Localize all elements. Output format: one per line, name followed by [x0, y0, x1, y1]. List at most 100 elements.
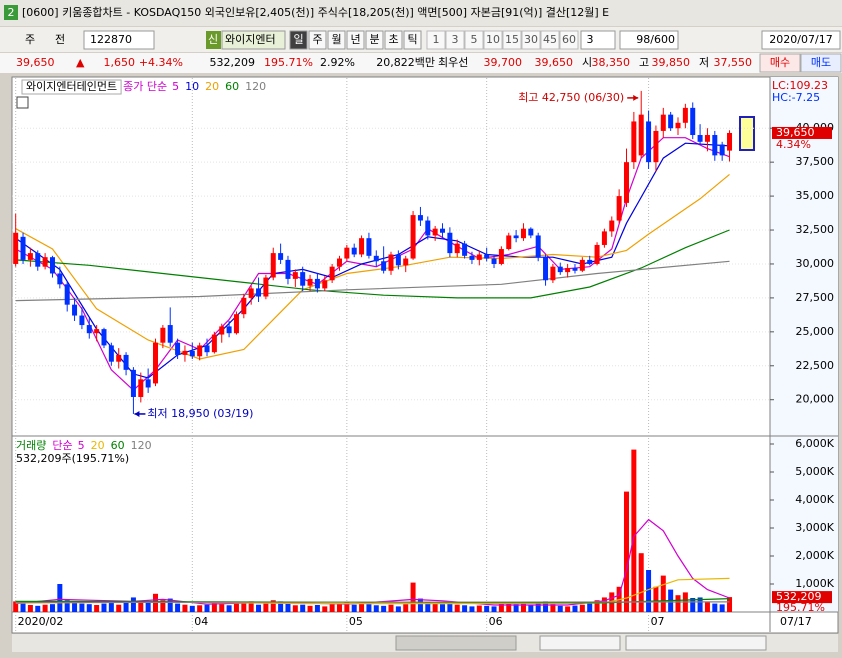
- interval-button[interactable]: [559, 30, 579, 50]
- volume-bar: [285, 603, 291, 612]
- x-tick-label: 2020/02: [18, 615, 64, 628]
- legend-entry: 5: [78, 439, 85, 452]
- sell-button[interactable]: [800, 53, 842, 73]
- annotation: 최고 42,750 (06/30): [518, 91, 624, 104]
- interval-button[interactable]: [426, 30, 446, 50]
- candle-body: [660, 114, 666, 131]
- period-button[interactable]: [289, 30, 308, 50]
- candle-body: [108, 345, 114, 362]
- volume-bar: [270, 600, 276, 612]
- period-button[interactable]: [346, 30, 365, 50]
- interval-button[interactable]: [445, 30, 465, 50]
- volume-bar: [447, 603, 453, 612]
- candle-body: [329, 266, 335, 281]
- volume-bar: [727, 597, 733, 612]
- name-box[interactable]: [221, 30, 286, 50]
- count-box[interactable]: [619, 30, 679, 50]
- volume-bar: [211, 603, 217, 612]
- quote-price: 39,650: [16, 56, 55, 69]
- candle-body: [697, 135, 703, 142]
- x-tick-label: 06: [489, 615, 503, 628]
- volume-bar: [528, 604, 534, 612]
- quote-turnover: 2.92%: [320, 56, 355, 69]
- interval-button[interactable]: [483, 30, 503, 50]
- stock-name: 와이지엔터: [225, 33, 276, 46]
- candle-body: [447, 232, 453, 254]
- interval-button[interactable]: [464, 30, 484, 50]
- period-button[interactable]: [403, 30, 422, 50]
- zoom-slider[interactable]: [539, 635, 621, 651]
- price-tick-label: 22,500: [796, 359, 835, 372]
- volume-bar: [123, 601, 129, 612]
- volume-bar: [344, 602, 350, 612]
- candle-body: [130, 369, 136, 397]
- volume-bar: [256, 604, 262, 612]
- interval-button[interactable]: [502, 30, 522, 50]
- volume-bar: [381, 605, 387, 612]
- x-tick-label: 04: [194, 615, 208, 628]
- volume-bar: [248, 601, 254, 612]
- window-buttons[interactable]: [696, 5, 836, 21]
- annotation-arrowhead: [134, 410, 140, 417]
- candle-body: [314, 278, 320, 289]
- price-tick-label: 25,000: [796, 325, 835, 338]
- period-button[interactable]: [327, 30, 346, 50]
- date-box[interactable]: [761, 30, 841, 50]
- period-button[interactable]: [365, 30, 384, 50]
- candle-body: [322, 280, 328, 289]
- legend-entry: 20: [91, 439, 105, 452]
- period-button[interactable]: [384, 30, 403, 50]
- candle-body: [241, 297, 247, 315]
- interval-button[interactable]: [521, 30, 541, 50]
- volume-bar: [631, 449, 637, 612]
- candle-body: [116, 354, 122, 362]
- volume-bar: [719, 604, 725, 612]
- price-tick-label: 32,500: [796, 223, 835, 236]
- period-button[interactable]: [308, 30, 327, 50]
- candle-body: [410, 215, 416, 259]
- candle-body: [20, 236, 26, 260]
- candle-body: [395, 254, 401, 266]
- grid-icon[interactable]: [16, 96, 29, 109]
- quote-volume-ratio: 195.71%: [264, 56, 313, 69]
- count-select[interactable]: [580, 30, 616, 50]
- annotation-arrowhead: [633, 94, 639, 101]
- candle-body: [153, 342, 159, 384]
- tool-buttons[interactable]: [625, 635, 767, 651]
- volume-bar: [623, 491, 629, 612]
- interval-button[interactable]: [540, 30, 560, 50]
- volume-bar: [204, 604, 210, 612]
- scroll-track[interactable]: [395, 635, 517, 651]
- last-price-label: 39,650: [776, 126, 815, 139]
- buy-button[interactable]: [759, 53, 801, 73]
- interval-label: 10: [486, 33, 500, 46]
- candle-body: [292, 272, 298, 279]
- count: 98/600: [636, 33, 675, 46]
- interval-label: 3: [452, 33, 459, 46]
- quote-best-label: 최우선: [438, 56, 468, 69]
- volume-bar: [329, 604, 335, 612]
- window-number: 2: [8, 6, 15, 19]
- range-select[interactable]: 전: [55, 33, 65, 46]
- market-select[interactable]: 주: [25, 33, 35, 46]
- candle-body: [631, 121, 637, 163]
- volume-bar: [145, 602, 151, 612]
- interval-label: 1: [433, 33, 440, 46]
- code-input[interactable]: [83, 30, 155, 50]
- candle-body: [403, 258, 409, 266]
- candle-body: [160, 327, 166, 343]
- period-label: 월: [331, 33, 341, 46]
- candle-body: [579, 259, 585, 271]
- quote-amount: 20,822백만: [376, 56, 435, 69]
- volume-bar: [675, 595, 681, 612]
- candle-body: [498, 249, 504, 264]
- candle-body: [35, 253, 41, 267]
- interval-label: 45: [543, 33, 557, 46]
- candle-body: [653, 130, 659, 163]
- candle-body: [476, 254, 482, 260]
- volume-bar: [35, 605, 41, 612]
- candle-body: [307, 278, 313, 286]
- candle-body: [145, 379, 151, 388]
